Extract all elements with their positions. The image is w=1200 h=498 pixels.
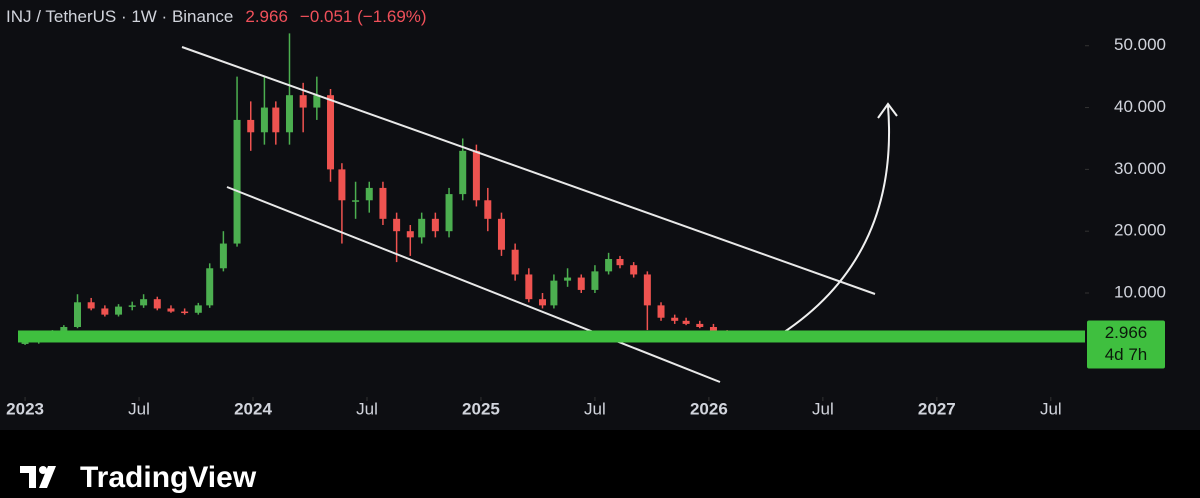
candle-body <box>630 265 638 275</box>
candle-body <box>194 305 202 313</box>
candle-body <box>591 271 599 290</box>
candle-body <box>272 107 280 133</box>
x-tick-label: Jul <box>356 399 378 418</box>
y-tick-label: 30.000 <box>1114 159 1166 178</box>
candle-body <box>299 95 307 108</box>
x-tick-label: Jul <box>584 399 606 418</box>
candle-body <box>115 306 123 315</box>
y-tick-label: 10.000 <box>1114 282 1166 301</box>
candle-body <box>418 218 426 238</box>
change: −0.051 (−1.69%) <box>300 7 427 26</box>
brand-logo <box>20 466 56 488</box>
plot-background <box>0 0 1200 430</box>
candle-body <box>564 277 572 281</box>
candle-body <box>472 150 480 201</box>
candle-body <box>539 299 546 306</box>
candle-body <box>696 323 704 328</box>
candle-body <box>128 305 136 307</box>
candle-body <box>206 268 214 306</box>
x-tick-label: 2027 <box>918 399 956 418</box>
candle-body <box>525 274 533 300</box>
candle-body <box>181 311 189 314</box>
upper-trendline <box>181 46 876 295</box>
candle-body <box>497 218 505 250</box>
candle-body <box>484 200 492 219</box>
last-price: 2.966 <box>245 7 288 26</box>
candle-body <box>577 277 585 290</box>
candle-body <box>616 259 624 266</box>
candle-body <box>431 218 439 232</box>
price-label-box <box>1087 320 1165 369</box>
candle-body <box>393 218 401 232</box>
candle-body <box>709 327 717 332</box>
x-tick-label: 2026 <box>690 399 728 418</box>
y-tick-label: 50.000 <box>1114 35 1166 54</box>
candle-body <box>219 243 227 269</box>
candle-body <box>233 119 241 244</box>
candle-body <box>406 231 414 238</box>
candle-body <box>313 95 321 108</box>
candle-body <box>352 200 360 202</box>
candle-body <box>338 169 346 201</box>
candle-body <box>21 342 29 344</box>
candle-body <box>379 187 387 219</box>
countdown: 4d 7h <box>1105 345 1148 364</box>
brand: TradingView <box>80 461 257 494</box>
candle-body <box>60 327 68 332</box>
candle-body <box>285 95 293 133</box>
y-tick-label: 20.000 <box>1114 221 1166 240</box>
candle-body <box>445 194 453 232</box>
candle-body <box>682 320 690 324</box>
candle-body <box>167 308 175 312</box>
symbol: INJ / TetherUS · 1W · Binance <box>6 7 233 26</box>
footer <box>0 430 1200 498</box>
x-tick-label: Jul <box>1040 399 1062 418</box>
x-tick-label: 2025 <box>462 399 500 418</box>
header: INJ / TetherUS · 1W · Binance 2.966 −0.051… <box>6 7 427 26</box>
arrow-head <box>877 102 898 119</box>
candle-body <box>511 249 519 275</box>
support-zone <box>18 330 1085 343</box>
candle-body <box>153 299 161 309</box>
candle-body <box>260 107 268 133</box>
candle-body <box>550 280 558 306</box>
candle-body <box>671 317 679 321</box>
candle-body <box>643 274 651 306</box>
x-tick-label: 2024 <box>234 399 272 418</box>
lower-trendline <box>226 186 721 383</box>
price-label: 2.966 <box>1105 323 1148 342</box>
x-tick-label: Jul <box>128 399 150 418</box>
candle-body <box>87 302 95 309</box>
candle-body <box>365 187 373 201</box>
candle-body <box>140 299 148 306</box>
candle-body <box>657 305 665 318</box>
candle-body <box>459 150 467 195</box>
forecast-arrow <box>774 105 890 339</box>
candle-body <box>605 259 613 272</box>
x-tick-label: 2023 <box>6 399 44 418</box>
candle-body <box>247 119 255 133</box>
candle-body <box>327 95 335 170</box>
candle-body <box>74 302 81 328</box>
x-tick-label: Jul <box>812 399 834 418</box>
y-tick-label: 40.000 <box>1114 97 1166 116</box>
candle-body <box>101 308 109 315</box>
